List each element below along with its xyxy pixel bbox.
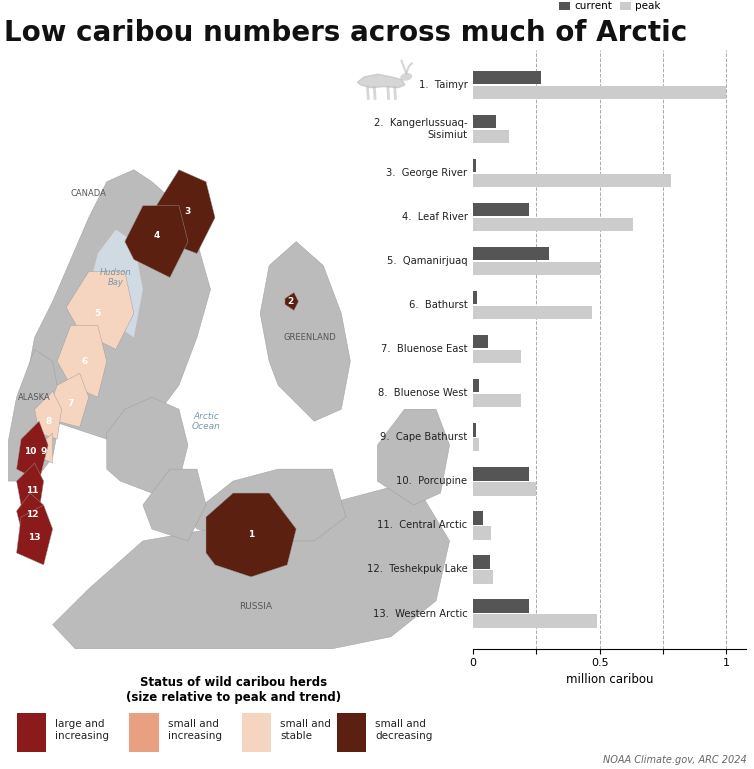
Bar: [473, 159, 476, 172]
FancyBboxPatch shape: [130, 713, 158, 752]
Ellipse shape: [400, 73, 412, 81]
Polygon shape: [48, 373, 89, 428]
Text: 5: 5: [95, 309, 101, 318]
Polygon shape: [17, 421, 48, 481]
Text: 7.  Bluenose East: 7. Bluenose East: [381, 345, 467, 355]
Legend: current, peak: current, peak: [559, 2, 661, 12]
Bar: [473, 555, 489, 568]
Polygon shape: [66, 271, 134, 349]
Text: NOAA Climate.gov, ARC 2024: NOAA Climate.gov, ARC 2024: [602, 755, 746, 765]
Bar: [473, 571, 493, 584]
Polygon shape: [357, 75, 405, 88]
Text: 13.  Western Arctic: 13. Western Arctic: [373, 608, 467, 618]
Polygon shape: [143, 469, 206, 541]
Polygon shape: [89, 230, 143, 338]
Text: Low caribou numbers across much of Arctic: Low caribou numbers across much of Arcti…: [4, 19, 687, 47]
Bar: [473, 115, 496, 128]
Bar: [473, 394, 521, 408]
Polygon shape: [53, 481, 449, 649]
Text: 2: 2: [287, 297, 293, 306]
Text: small and
decreasing: small and decreasing: [375, 720, 433, 741]
Text: 9.  Cape Bathurst: 9. Cape Bathurst: [380, 432, 467, 442]
FancyBboxPatch shape: [17, 713, 46, 752]
Polygon shape: [35, 391, 62, 439]
Text: 12.  Teshekpuk Lake: 12. Teshekpuk Lake: [367, 564, 467, 574]
Text: 4.  Leaf River: 4. Leaf River: [402, 212, 467, 222]
FancyBboxPatch shape: [337, 713, 366, 752]
Text: 9: 9: [41, 447, 47, 456]
X-axis label: million caribou: million caribou: [566, 673, 654, 686]
Text: 13: 13: [29, 534, 41, 542]
Polygon shape: [17, 505, 53, 565]
Bar: [473, 86, 726, 99]
Text: 11.  Central Arctic: 11. Central Arctic: [377, 521, 467, 531]
Text: 1: 1: [248, 531, 254, 540]
Text: 6.  Bathurst: 6. Bathurst: [409, 301, 467, 311]
Polygon shape: [39, 433, 53, 463]
Bar: [473, 511, 483, 524]
Text: 8: 8: [45, 417, 51, 426]
Polygon shape: [17, 463, 44, 511]
Bar: [473, 599, 529, 613]
Text: 1.  Taimyr: 1. Taimyr: [418, 80, 467, 90]
Bar: [473, 218, 633, 231]
Text: 4: 4: [153, 231, 160, 240]
Bar: [473, 482, 536, 495]
Polygon shape: [107, 398, 188, 493]
Polygon shape: [260, 241, 351, 421]
Polygon shape: [156, 170, 215, 254]
Polygon shape: [125, 205, 188, 278]
Bar: [473, 423, 476, 437]
Text: 5.  Qamanirjuaq: 5. Qamanirjuaq: [387, 256, 467, 266]
Polygon shape: [17, 493, 44, 535]
Bar: [473, 203, 529, 216]
Bar: [473, 247, 549, 261]
Bar: [473, 379, 480, 392]
Text: 10: 10: [24, 447, 36, 456]
Text: 6: 6: [81, 357, 87, 366]
Bar: [473, 174, 670, 188]
Polygon shape: [8, 349, 62, 481]
Polygon shape: [285, 292, 299, 311]
Bar: [473, 526, 491, 540]
Text: large and
increasing: large and increasing: [55, 720, 109, 741]
Text: 3.  George River: 3. George River: [387, 168, 467, 178]
Text: Hudson
Bay: Hudson Bay: [100, 268, 132, 287]
Bar: [473, 614, 597, 628]
Text: Status of wild caribou herds
(size relative to peak and trend): Status of wild caribou herds (size relat…: [125, 676, 341, 704]
Bar: [473, 335, 489, 348]
Bar: [473, 291, 477, 305]
Polygon shape: [57, 325, 107, 398]
Polygon shape: [206, 493, 296, 577]
Text: RUSSIA: RUSSIA: [239, 602, 272, 611]
FancyBboxPatch shape: [242, 713, 271, 752]
Polygon shape: [26, 170, 210, 439]
Text: 12: 12: [26, 510, 38, 518]
Text: CANADA: CANADA: [71, 189, 106, 198]
Polygon shape: [378, 409, 449, 505]
Text: 10.  Porcupine: 10. Porcupine: [397, 477, 467, 487]
Text: 3: 3: [185, 207, 191, 216]
Text: GREENLAND: GREENLAND: [284, 333, 336, 342]
Text: small and
increasing: small and increasing: [167, 720, 222, 741]
Bar: [473, 468, 529, 481]
Text: 8.  Bluenose West: 8. Bluenose West: [379, 388, 467, 398]
Bar: [473, 130, 508, 143]
Bar: [473, 438, 480, 451]
Text: small and
stable: small and stable: [280, 720, 331, 741]
Bar: [473, 306, 592, 319]
Bar: [473, 350, 521, 364]
Text: 2.  Kangerlussuaq-
Sisimiut: 2. Kangerlussuaq- Sisimiut: [374, 118, 467, 140]
Bar: [473, 71, 541, 85]
Polygon shape: [188, 469, 346, 541]
Bar: [473, 262, 599, 275]
Text: Arctic
Ocean: Arctic Ocean: [192, 411, 220, 431]
Text: 7: 7: [68, 399, 74, 408]
Text: ALASKA: ALASKA: [18, 393, 51, 401]
Text: 11: 11: [26, 485, 38, 494]
